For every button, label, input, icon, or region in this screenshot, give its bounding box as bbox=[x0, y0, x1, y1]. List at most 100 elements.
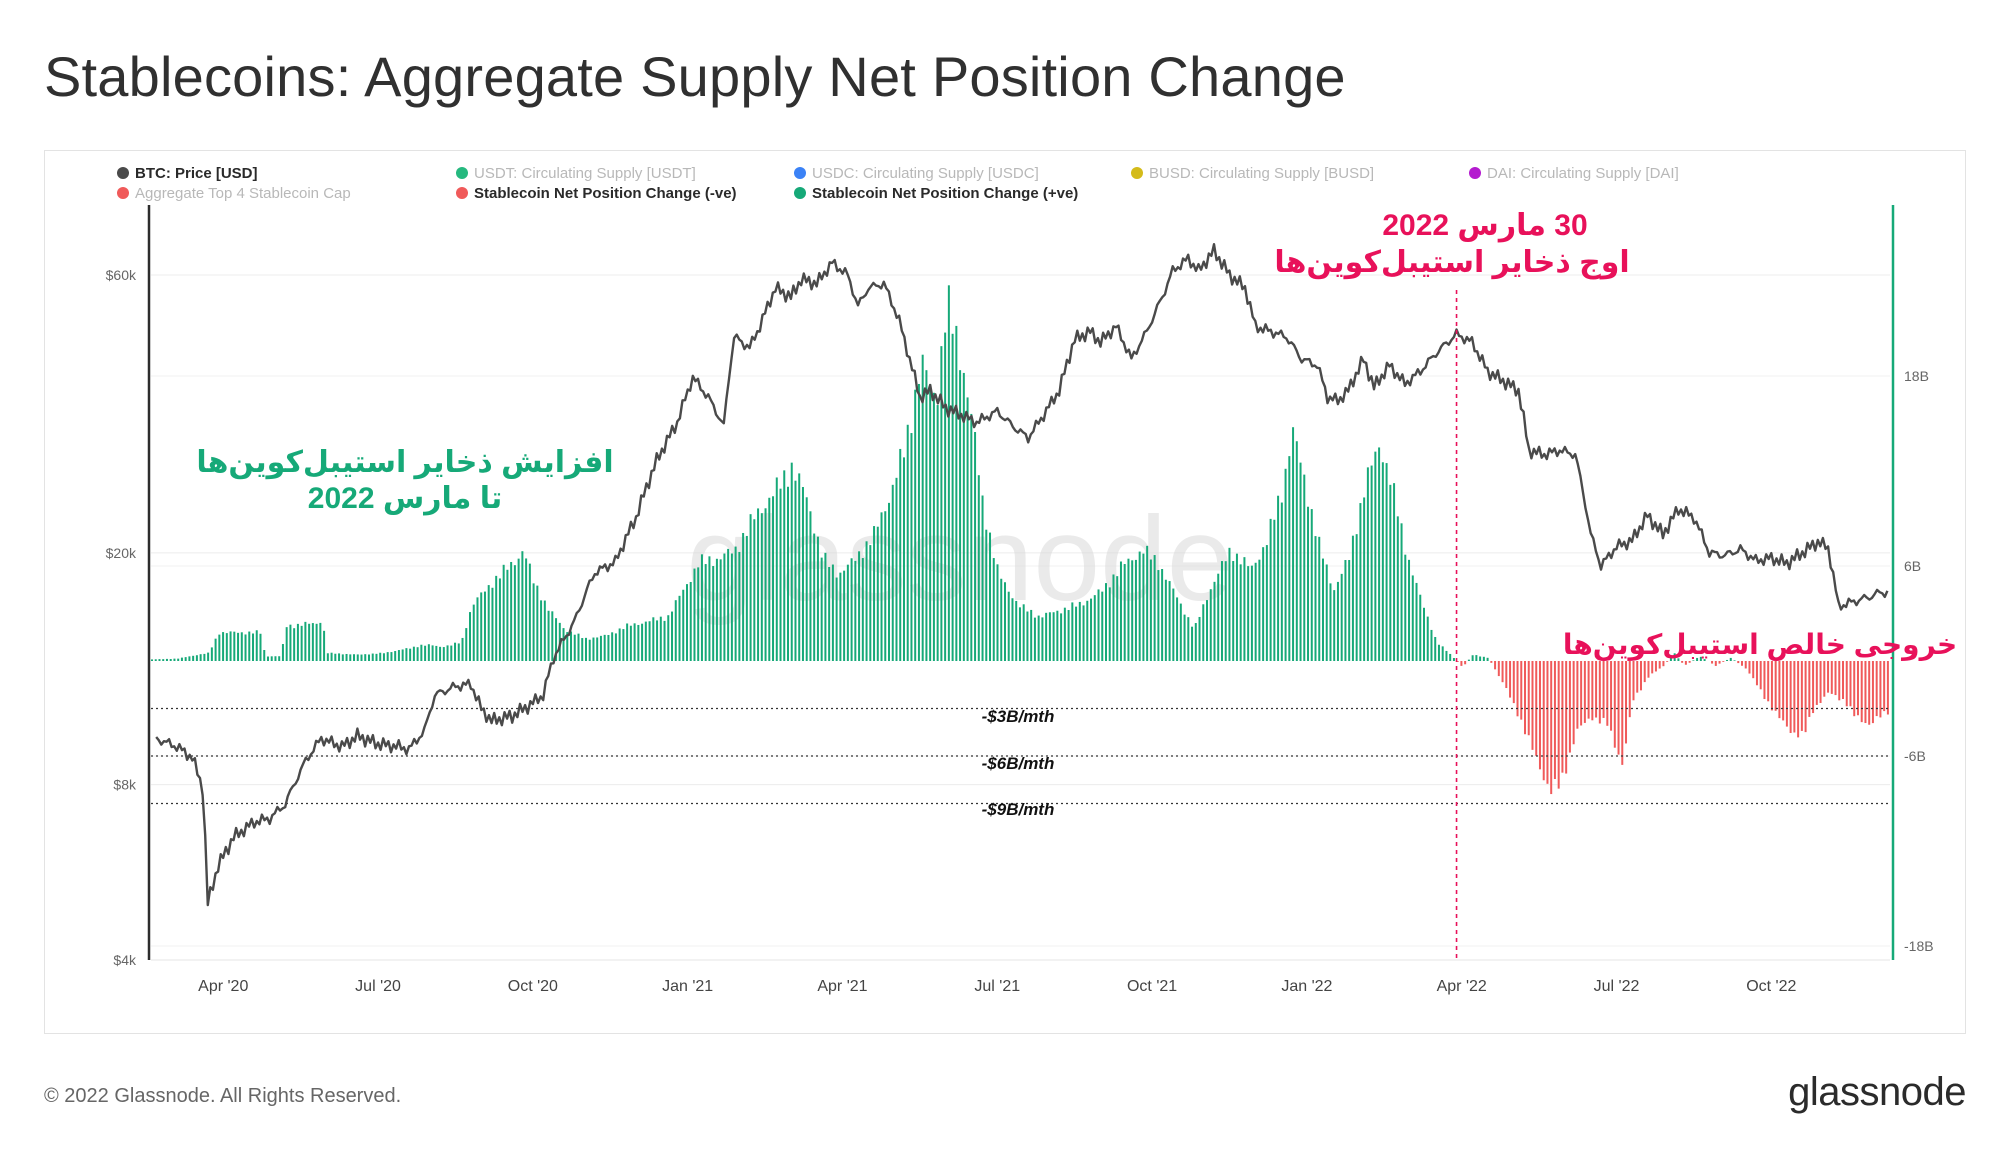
footer-logo: glassnode bbox=[1788, 1070, 1966, 1114]
bar-positive bbox=[1445, 650, 1448, 661]
bar-negative bbox=[1460, 661, 1463, 666]
bar-negative bbox=[1572, 661, 1575, 745]
bar-positive bbox=[162, 659, 165, 661]
bar-negative bbox=[1497, 661, 1500, 677]
bar-positive bbox=[1235, 553, 1238, 661]
bar-positive bbox=[210, 647, 213, 661]
bar-negative bbox=[1542, 661, 1545, 781]
bar-positive bbox=[319, 622, 322, 661]
bar-negative bbox=[1598, 661, 1601, 724]
bar-positive bbox=[742, 532, 745, 661]
legend-dot bbox=[794, 187, 806, 199]
bar-positive bbox=[1123, 564, 1126, 661]
bar-positive bbox=[431, 645, 434, 661]
bar-positive bbox=[861, 558, 864, 661]
bar-positive bbox=[652, 617, 655, 661]
bar-positive bbox=[1018, 607, 1021, 661]
bar-positive bbox=[207, 652, 210, 661]
bar-positive bbox=[873, 526, 876, 661]
bar-negative bbox=[1808, 661, 1811, 717]
bar-positive bbox=[899, 448, 902, 661]
bar-positive bbox=[846, 564, 849, 661]
bar-positive bbox=[476, 597, 479, 661]
bar-positive bbox=[1045, 612, 1048, 661]
bar-positive bbox=[656, 620, 659, 661]
bar-positive bbox=[667, 615, 670, 661]
bar-positive bbox=[472, 604, 475, 661]
bar-positive bbox=[1486, 657, 1489, 661]
bar-negative bbox=[1606, 661, 1609, 726]
bar-negative bbox=[1587, 661, 1590, 719]
right-tick-label: 18B bbox=[1904, 368, 1929, 384]
bar-positive bbox=[506, 569, 509, 661]
bar-positive bbox=[1224, 561, 1227, 661]
bar-positive bbox=[1052, 612, 1055, 661]
bar-positive bbox=[491, 587, 494, 661]
bar-positive bbox=[1187, 617, 1190, 661]
bar-negative bbox=[1853, 661, 1856, 717]
bar-positive bbox=[353, 654, 356, 661]
bar-negative bbox=[1860, 661, 1863, 723]
bar-negative bbox=[1763, 661, 1766, 700]
bar-positive bbox=[783, 470, 786, 661]
bar-positive bbox=[614, 633, 617, 661]
bar-positive bbox=[843, 570, 846, 661]
right-tick-label: 6B bbox=[1904, 558, 1921, 574]
bar-positive bbox=[749, 514, 752, 661]
bar-positive bbox=[1449, 653, 1452, 661]
legend-dot bbox=[794, 167, 806, 179]
bar-negative bbox=[1849, 661, 1852, 707]
bar-negative bbox=[1658, 661, 1661, 669]
bar-positive bbox=[1086, 600, 1089, 661]
bar-negative bbox=[1509, 661, 1512, 698]
bar-positive bbox=[1273, 519, 1276, 661]
x-tick-label: Jul '22 bbox=[1594, 978, 1640, 995]
bar-negative bbox=[1621, 661, 1624, 765]
bar-positive bbox=[1134, 559, 1137, 661]
bar-positive bbox=[379, 652, 382, 661]
bar-positive bbox=[1022, 604, 1025, 661]
bar-positive bbox=[1071, 602, 1074, 661]
bar-negative bbox=[1625, 661, 1628, 744]
bar-positive bbox=[1202, 604, 1205, 661]
bar-negative bbox=[1871, 661, 1874, 724]
bar-positive bbox=[345, 653, 348, 661]
bar-positive bbox=[394, 651, 397, 661]
bar-positive bbox=[1198, 616, 1201, 661]
bar-positive bbox=[1048, 612, 1051, 661]
bar-positive bbox=[850, 558, 853, 661]
bar-positive bbox=[270, 656, 273, 661]
bar-positive bbox=[285, 627, 288, 661]
bar-positive bbox=[1026, 611, 1029, 661]
bar-positive bbox=[158, 659, 161, 661]
bar-positive bbox=[1415, 582, 1418, 661]
bar-negative bbox=[1456, 661, 1459, 662]
bar-positive bbox=[902, 457, 905, 661]
bar-positive bbox=[1269, 518, 1272, 661]
bar-positive bbox=[1441, 646, 1444, 661]
bar-positive bbox=[450, 645, 453, 661]
bar-positive bbox=[566, 632, 569, 661]
bar-positive bbox=[420, 644, 423, 661]
bar-positive bbox=[1733, 660, 1736, 661]
bar-positive bbox=[1194, 623, 1197, 661]
bar-negative bbox=[1550, 661, 1553, 795]
x-tick-label: Jan '22 bbox=[1281, 978, 1332, 995]
bar-positive bbox=[940, 346, 943, 661]
bar-positive bbox=[330, 652, 333, 661]
bar-positive bbox=[745, 535, 748, 661]
bar-positive bbox=[1310, 509, 1313, 661]
bar-positive bbox=[794, 480, 797, 661]
bar-positive bbox=[816, 536, 819, 661]
bar-positive bbox=[1430, 629, 1433, 661]
bar-positive bbox=[154, 659, 157, 661]
bar-positive bbox=[1277, 495, 1280, 661]
bar-negative bbox=[1823, 661, 1826, 697]
x-tick-label: Oct '22 bbox=[1746, 978, 1796, 995]
legend-dot bbox=[117, 167, 129, 179]
bar-positive bbox=[334, 653, 337, 661]
bar-negative bbox=[1815, 661, 1818, 705]
bar-positive bbox=[469, 612, 471, 661]
bar-positive bbox=[607, 634, 610, 661]
bar-negative bbox=[1561, 661, 1564, 773]
